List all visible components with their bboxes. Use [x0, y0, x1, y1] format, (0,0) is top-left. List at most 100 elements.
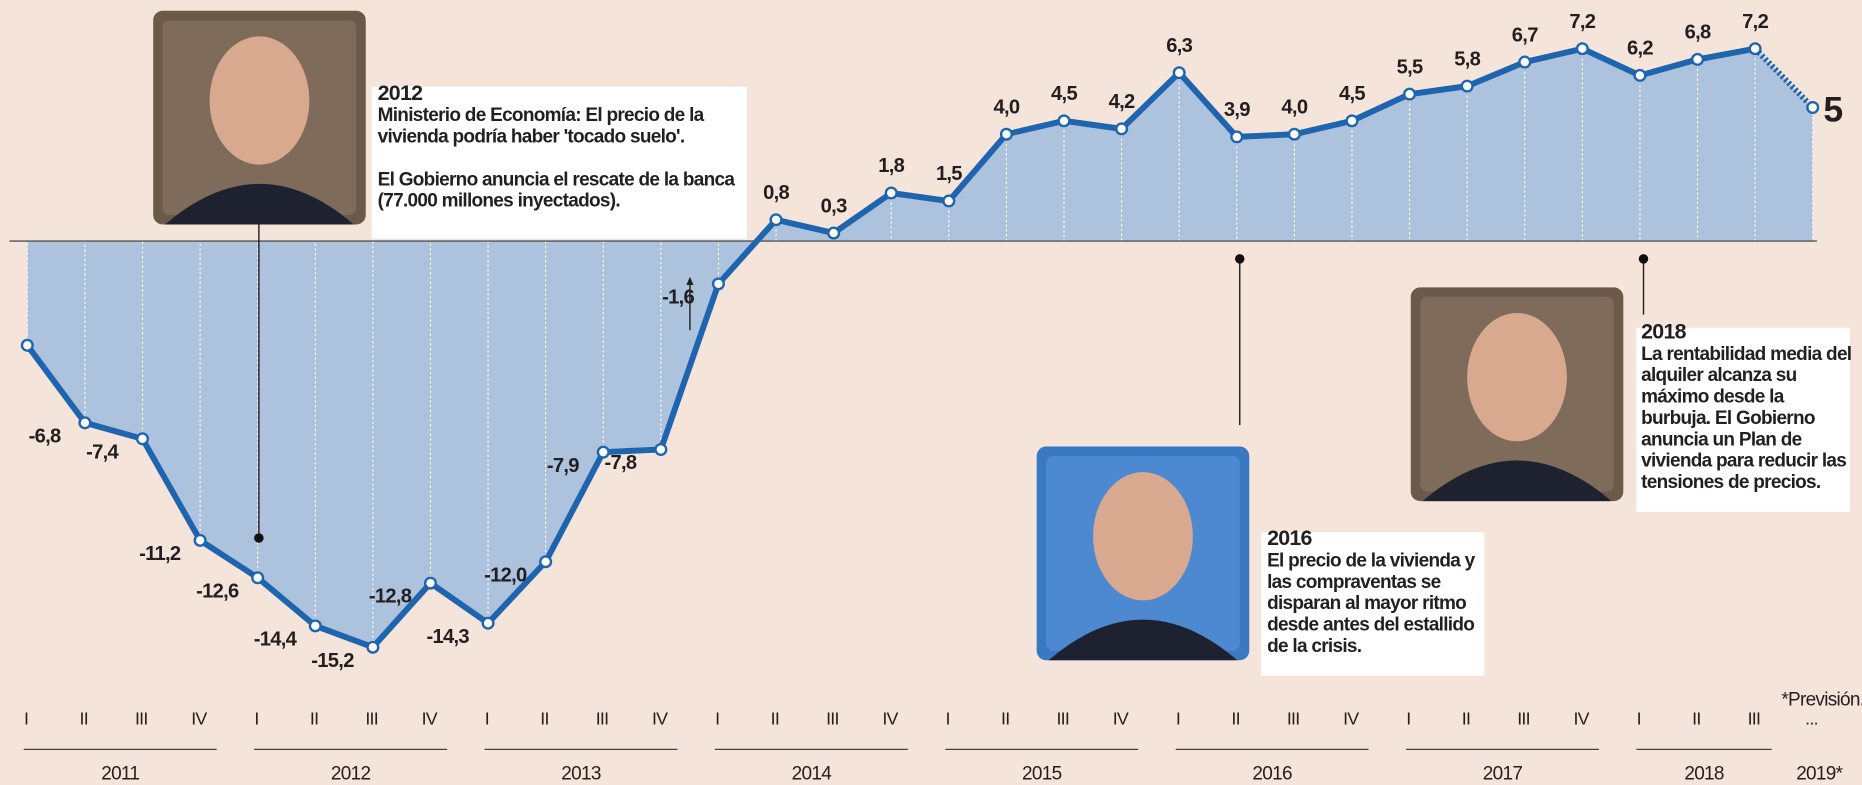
x-tick-label: IV: [191, 708, 207, 728]
point: [828, 228, 839, 239]
value-label: 3,9: [1224, 99, 1250, 121]
value-label: -11,2: [139, 543, 181, 565]
value-label: 7,2: [1742, 11, 1768, 33]
annotation-text: vivienda para reducir las: [1641, 451, 1846, 472]
point: [713, 279, 724, 290]
annotation-text: El Gobierno anuncia el rescate de la ban…: [378, 169, 736, 190]
x-tick-label: I: [254, 708, 258, 728]
value-label: -7,8: [605, 452, 637, 474]
point: [80, 417, 91, 428]
point: [1807, 102, 1818, 113]
year-label: 2014: [792, 763, 833, 784]
point: [310, 621, 321, 632]
x-tick-label: II: [1001, 708, 1009, 728]
photo-head: [1467, 313, 1567, 441]
value-label: -7,4: [86, 441, 119, 463]
value-label: 6,2: [1627, 38, 1653, 60]
point: [137, 433, 148, 444]
value-label: 0,3: [821, 195, 847, 217]
x-tick-label: IV: [652, 708, 668, 728]
value-label: 7,2: [1569, 11, 1595, 33]
annotation-text: burbuja. El Gobierno: [1641, 408, 1815, 429]
value-label: 5: [1823, 90, 1842, 130]
x-tick-label: II: [771, 708, 779, 728]
annotation-dot: [1235, 254, 1245, 264]
point: [368, 642, 379, 653]
point: [943, 196, 954, 207]
point: [771, 214, 782, 225]
annotation-text: El precio de la vivienda y: [1267, 550, 1476, 571]
value-label: -12,0: [484, 564, 527, 586]
x-tick-label: IV: [1573, 708, 1589, 728]
year-label: 2013: [561, 763, 601, 784]
point: [1404, 89, 1415, 100]
x-tick-label: I: [715, 708, 719, 728]
point: [22, 340, 33, 351]
photo-head: [1093, 472, 1193, 600]
year-label: 2019*: [1796, 763, 1843, 784]
x-tick-label: III: [1748, 708, 1761, 728]
value-label: 6,7: [1512, 24, 1538, 46]
x-tick-label: III: [1056, 708, 1069, 728]
value-label: -7,9: [547, 455, 579, 477]
point: [1462, 81, 1473, 92]
point: [1231, 132, 1242, 143]
x-tick-label: I: [1176, 708, 1180, 728]
year-label: 2011: [101, 763, 139, 784]
x-tick-label: IV: [1113, 708, 1129, 728]
value-label: 5,5: [1397, 56, 1423, 78]
x-tick-label: I: [946, 708, 950, 728]
x-tick-label: III: [826, 708, 839, 728]
x-tick-label: IV: [422, 708, 438, 728]
value-label: -14,3: [426, 626, 469, 648]
point: [1001, 129, 1012, 140]
point: [1347, 116, 1358, 127]
x-tick-label: I: [1406, 708, 1410, 728]
x-tick-label: IV: [882, 708, 898, 728]
value-label: -14,4: [254, 628, 298, 650]
value-label: 4,5: [1051, 83, 1077, 105]
x-tick-label: I: [24, 708, 28, 728]
point: [1289, 129, 1300, 140]
annotation-text: alquiler alcanza su: [1641, 365, 1797, 386]
point: [425, 578, 436, 589]
point: [1577, 43, 1588, 54]
annotation-text: las compraventas se: [1267, 572, 1441, 593]
footnote: *Previsión.: [1781, 690, 1862, 711]
value-label: 0,8: [763, 182, 789, 204]
value-label: 4,5: [1339, 83, 1365, 105]
annotation-text: La rentabilidad media del: [1641, 344, 1851, 365]
x-tick-label: II: [1462, 708, 1470, 728]
x-tick-label: II: [540, 708, 548, 728]
point: [195, 535, 206, 546]
year-label: 2016: [1252, 763, 1292, 784]
value-label: 5,8: [1454, 48, 1480, 70]
point: [483, 618, 494, 629]
annotation-dot: [1639, 254, 1649, 264]
annotation-text: vivienda podría haber 'tocado suelo'.: [378, 127, 685, 148]
year-label: 2018: [1684, 763, 1724, 784]
year-label: 2015: [1022, 763, 1062, 784]
point: [656, 444, 667, 455]
annotation-text: tensiones de precios.: [1641, 472, 1820, 493]
x-tick-label: III: [1517, 708, 1530, 728]
x-tick-label: II: [79, 708, 87, 728]
annotation-text: (77.000 millones inyectados).: [378, 191, 620, 212]
annotation-text: desde antes del estallido: [1267, 615, 1474, 636]
value-label: 4,0: [1281, 96, 1307, 118]
annotation-year: 2012: [378, 81, 423, 105]
value-label: 1,8: [878, 155, 904, 177]
point: [1692, 54, 1703, 65]
point: [1635, 70, 1646, 81]
year-label: 2012: [331, 763, 371, 784]
value-label: -12,8: [369, 586, 412, 608]
annotation-dot: [254, 533, 264, 543]
x-tick-label: III: [596, 708, 609, 728]
x-tick-label: ...: [1805, 708, 1818, 728]
point: [1116, 124, 1127, 135]
value-label: 1,5: [936, 163, 962, 185]
annotation-year: 2016: [1267, 526, 1312, 550]
annotation-text: máximo desde la: [1641, 387, 1785, 408]
value-label: -15,2: [311, 650, 354, 672]
point: [1519, 57, 1530, 68]
